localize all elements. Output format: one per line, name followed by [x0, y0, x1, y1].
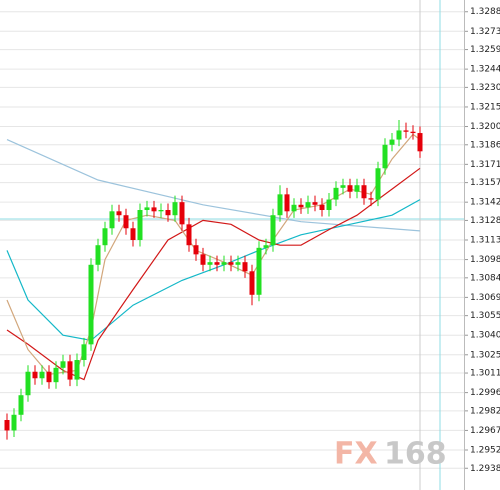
candle-body	[102, 228, 108, 246]
candle-body	[172, 202, 178, 216]
candle-body	[270, 215, 276, 246]
y-tick-label: 1.3040	[470, 331, 500, 341]
candle-body	[123, 215, 129, 229]
y-tick-label: 1.3025	[470, 350, 500, 360]
candle-body	[130, 228, 136, 240]
watermark-brand: FX	[334, 437, 378, 472]
candle-body	[340, 185, 346, 188]
moving-average	[6, 167, 421, 381]
candle-body	[326, 199, 332, 210]
candle-body	[291, 204, 297, 212]
candle-body	[228, 262, 234, 265]
y-tick-label: 1.2982	[470, 406, 500, 416]
candle-body	[25, 371, 31, 396]
y-tick-label: 1.3273	[470, 27, 500, 37]
candle-body	[263, 245, 269, 248]
y-tick-label: 1.3186	[470, 140, 500, 150]
candle-body	[382, 144, 388, 169]
candle-body	[39, 371, 45, 379]
y-tick-label: 1.3098	[470, 255, 500, 265]
y-tick-label: 1.2967	[470, 426, 500, 436]
candle-body	[249, 271, 255, 295]
candle-body	[158, 210, 164, 212]
candle-body	[396, 130, 402, 140]
y-tick-label: 1.3069	[470, 293, 500, 303]
candle-body	[417, 133, 423, 152]
candle-body	[221, 262, 227, 265]
candle-body	[60, 361, 66, 368]
candle-body	[186, 224, 192, 246]
candle-body	[235, 262, 241, 265]
candle-body	[116, 211, 122, 216]
candle-body	[277, 194, 283, 216]
moving-average	[6, 139, 421, 232]
candle-body	[333, 187, 339, 200]
y-tick-label: 1.3128	[470, 216, 500, 226]
candle-body	[375, 168, 381, 200]
candle-body	[165, 210, 171, 216]
plot	[4, 120, 423, 440]
candle-body	[18, 395, 24, 415]
candle-body	[193, 245, 199, 255]
candle-body	[144, 207, 150, 210]
candle-body	[137, 210, 143, 240]
candle-body	[151, 207, 157, 212]
y-tick-label: 1.3142	[470, 198, 500, 208]
y-tick-label: 1.3200	[470, 122, 500, 132]
y-tick-label: 1.3288	[470, 7, 500, 17]
y-tick-label: 1.3055	[470, 311, 500, 321]
candle-body	[410, 131, 416, 134]
candle-body	[298, 204, 304, 208]
candle-body	[312, 202, 318, 205]
candle-body	[305, 202, 311, 208]
y-tick-label: 1.3084	[470, 273, 500, 283]
candle-body	[319, 204, 325, 210]
candle-body	[347, 185, 353, 192]
y-tick-label: 1.3244	[470, 65, 500, 75]
candle-body	[389, 139, 395, 145]
candle-body	[74, 360, 80, 380]
y-tick-label: 1.3215	[470, 102, 500, 112]
candle-body	[214, 262, 220, 265]
candle-body	[256, 247, 262, 295]
candle-body	[403, 130, 409, 132]
candle-body	[4, 420, 10, 431]
y-tick-label: 1.3171	[470, 160, 500, 170]
y-tick-label: 1.3157	[470, 178, 500, 188]
watermark-number: 168	[384, 437, 447, 472]
candle-body	[95, 245, 101, 265]
candle-body	[88, 264, 94, 345]
candle-body	[368, 198, 374, 200]
candle-body	[207, 262, 213, 265]
candle-body	[242, 262, 248, 272]
y-tick-label: 1.3259	[470, 45, 500, 55]
candle-body	[200, 254, 206, 265]
candle-body	[32, 371, 38, 379]
candle-body	[284, 194, 290, 212]
candle-body	[53, 367, 59, 383]
y-tick-label: 1.2952	[470, 446, 500, 456]
candle-body	[354, 185, 360, 192]
y-tick-label: 1.2996	[470, 388, 500, 398]
y-tick-label: 1.3113	[470, 236, 500, 246]
candle-body	[361, 185, 367, 199]
candle-body	[109, 211, 115, 229]
candle-body	[67, 361, 73, 380]
candle-body	[179, 202, 185, 225]
y-tick-label: 1.3011	[470, 369, 500, 379]
grid: 1.3288 1.3273 1.3259 1.3244 1.3230 1.3215 1.32…	[0, 7, 500, 474]
moving-average	[6, 199, 421, 342]
candle-body	[81, 344, 87, 360]
candle-body	[46, 371, 52, 383]
y-tick-label: 1.2938	[470, 464, 500, 474]
candle-body	[11, 414, 17, 431]
y-tick-label: 1.3230	[470, 83, 500, 93]
